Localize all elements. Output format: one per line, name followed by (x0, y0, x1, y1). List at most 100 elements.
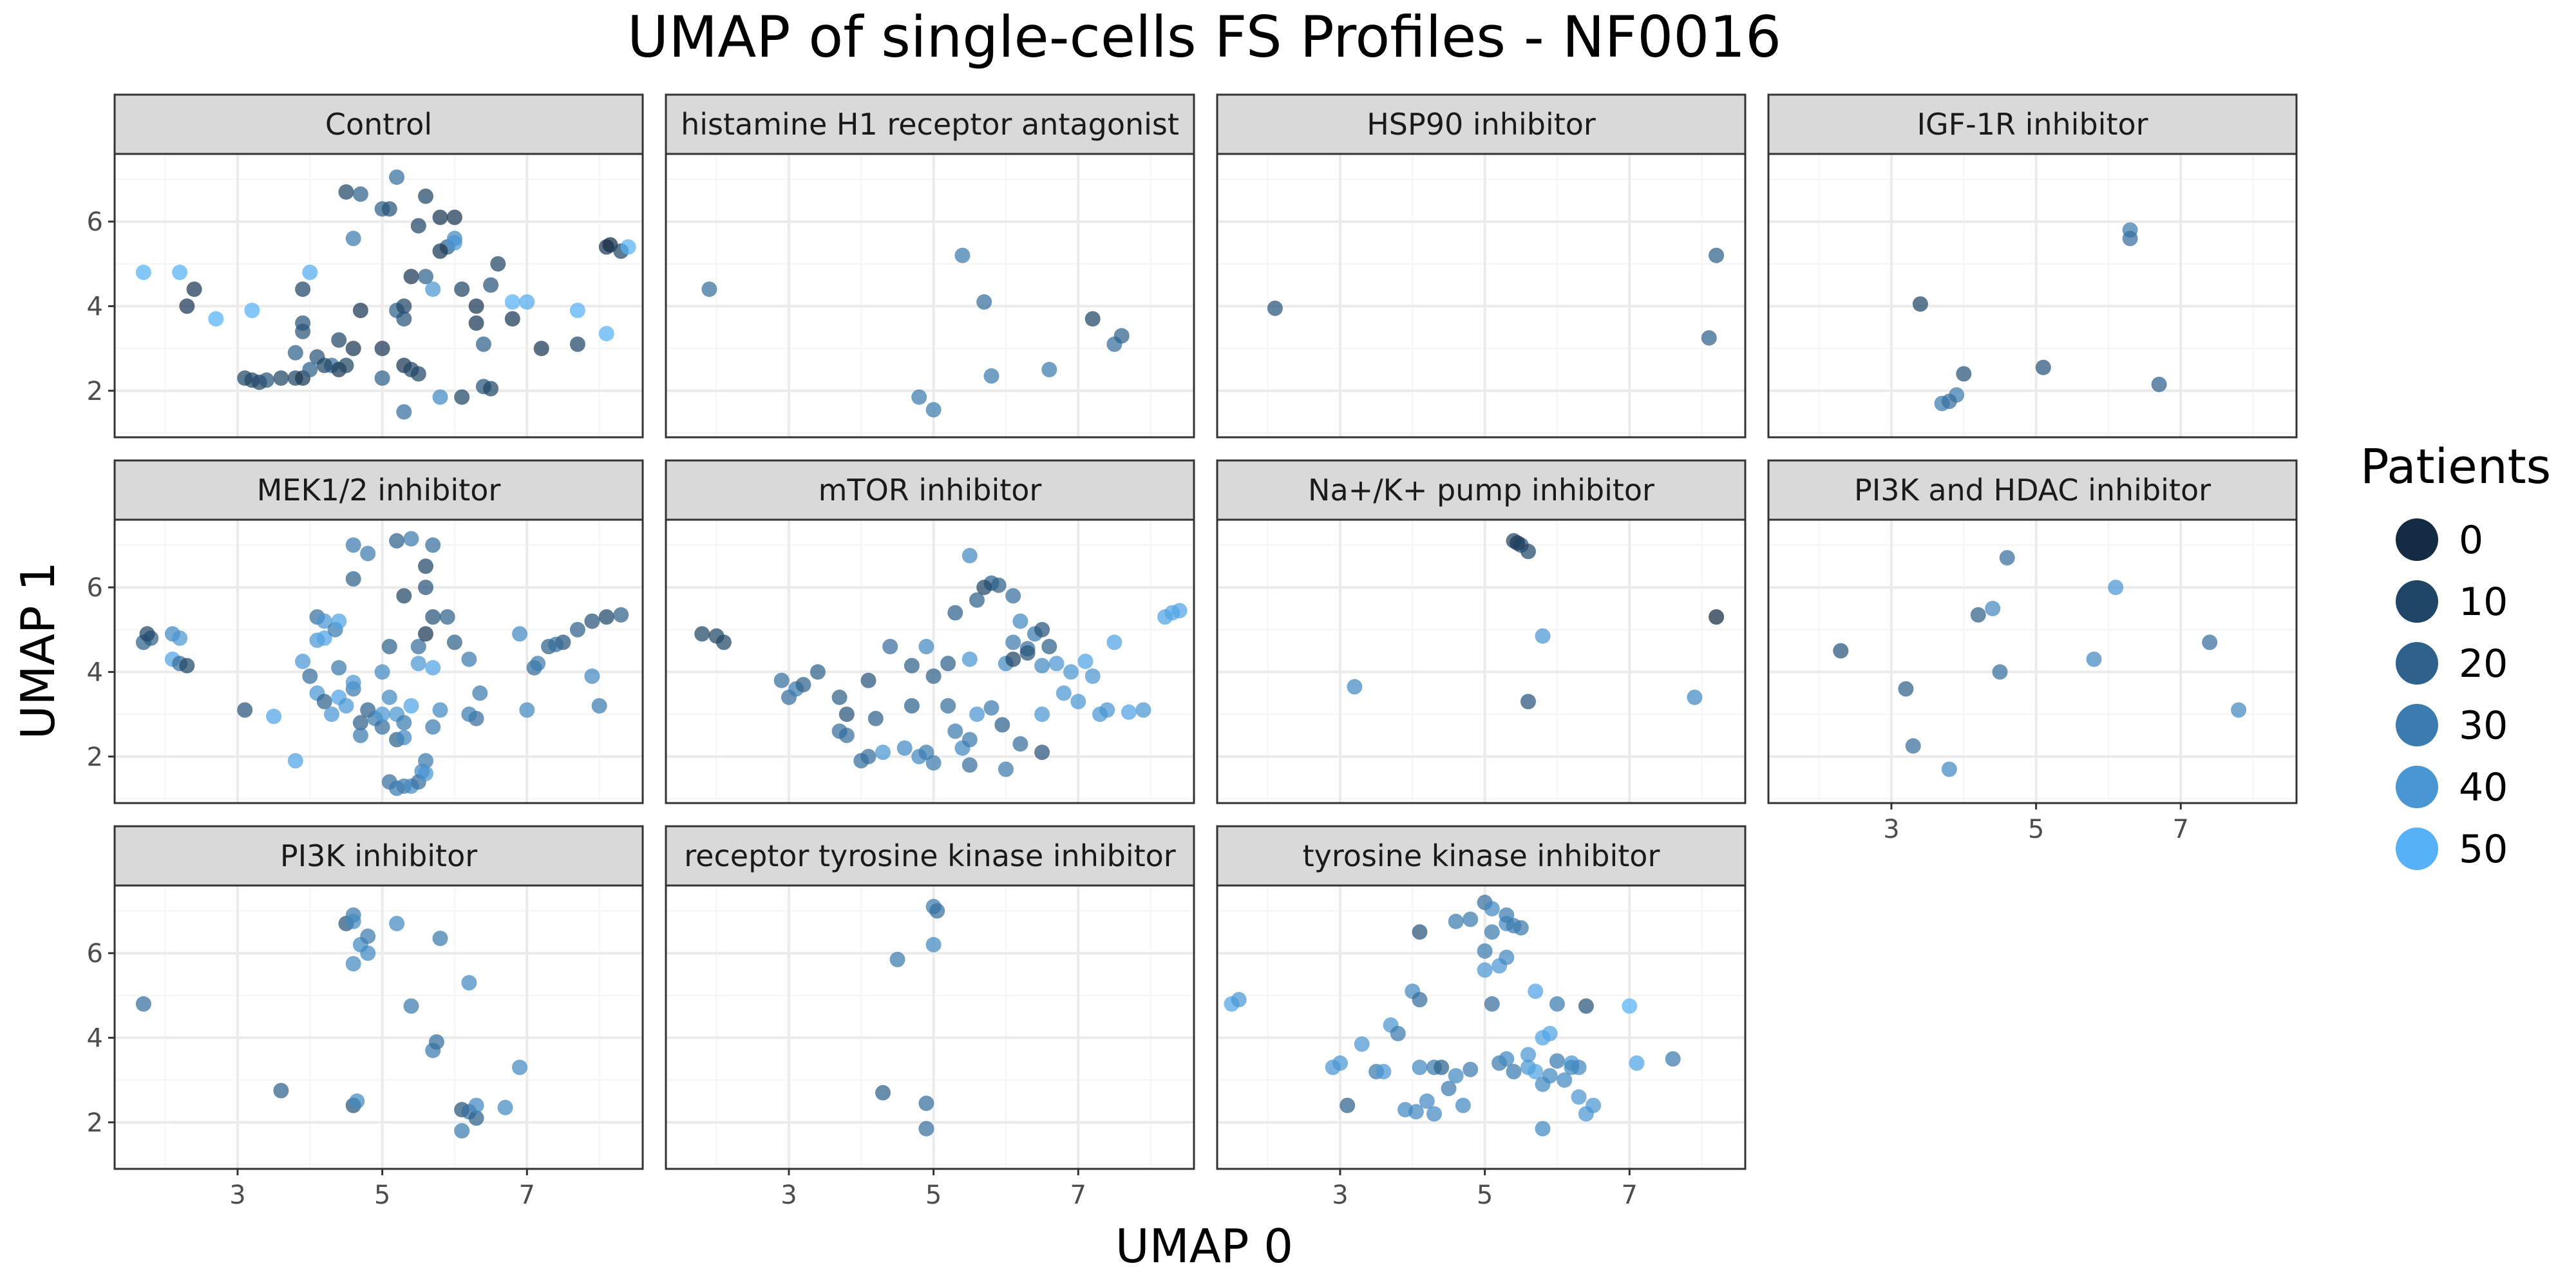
data-point (530, 656, 546, 672)
data-point (345, 571, 361, 587)
data-point (1267, 300, 1283, 316)
facet-strip (665, 459, 1195, 521)
panel-background (1768, 520, 2297, 803)
data-point (352, 303, 368, 318)
data-point (1041, 639, 1057, 654)
facet-strip (1767, 459, 2298, 521)
data-point (701, 281, 717, 298)
data-point (179, 298, 195, 314)
data-point (1135, 702, 1151, 718)
x-tick-label: 3 (1332, 1180, 1348, 1210)
legend-label: 50 (2459, 827, 2508, 872)
data-point (1448, 913, 1464, 929)
legend-label: 10 (2459, 580, 2508, 625)
data-point (1477, 962, 1493, 978)
data-point (1077, 654, 1094, 669)
data-point (1005, 588, 1021, 604)
data-point (1376, 1064, 1392, 1079)
data-point (1992, 664, 2008, 680)
data-point (1434, 1059, 1450, 1075)
data-point (1034, 744, 1050, 761)
data-point (940, 656, 956, 672)
panel-background (115, 886, 643, 1169)
panel-border (1767, 153, 2298, 439)
data-point (1528, 1064, 1544, 1079)
panel-border (113, 518, 644, 804)
facet-panel: PI3K and HDAC inhibitor 3 5 7 (1767, 459, 2298, 844)
data-point (1484, 924, 1500, 940)
data-point (1048, 656, 1065, 672)
data-point (1833, 643, 1849, 659)
data-point (1970, 607, 1986, 623)
data-point (396, 311, 412, 327)
facet-label: PI3K and HDAC inhibitor (1854, 473, 2211, 507)
facet-panel: tyrosine kinase inhibitor 3 5 7 (1216, 825, 1747, 1210)
data-point (1448, 1068, 1464, 1084)
data-point (1070, 694, 1086, 710)
data-point (316, 613, 332, 629)
data-point (374, 370, 390, 386)
data-point (295, 654, 311, 669)
legend-label: 40 (2459, 765, 2508, 810)
data-point (1340, 1097, 1356, 1113)
data-point (1034, 706, 1050, 723)
data-point (461, 706, 477, 723)
x-tick-label: 7 (2173, 815, 2189, 844)
panel-border (1216, 884, 1747, 1170)
panel-background (1217, 154, 1745, 437)
data-point (258, 372, 274, 388)
data-point (1041, 361, 1057, 377)
data-point (410, 218, 426, 234)
data-point (976, 580, 992, 596)
y-tick-label: 4 (87, 292, 103, 321)
panel-background (1768, 154, 2297, 437)
data-point (512, 626, 527, 642)
data-point (425, 281, 441, 298)
data-point (381, 689, 397, 705)
data-point (1571, 1089, 1587, 1105)
data-point (1528, 983, 1544, 999)
data-point (1484, 901, 1500, 917)
facet-label: IGF-1R inhibitor (1917, 107, 2148, 142)
data-point (1578, 998, 1594, 1014)
data-point (461, 651, 477, 667)
data-point (1005, 651, 1021, 667)
data-point (1463, 911, 1479, 927)
data-point (139, 626, 155, 642)
data-point (396, 588, 412, 604)
data-point (810, 664, 826, 680)
data-point (1622, 998, 1638, 1014)
data-point (1484, 996, 1500, 1012)
data-point (961, 757, 978, 773)
panel-border (1767, 518, 2298, 804)
data-point (1171, 603, 1188, 619)
data-point (425, 719, 441, 735)
y-tick-label: 6 (87, 573, 103, 603)
data-point (410, 366, 426, 382)
data-point (896, 740, 913, 756)
panel-border (665, 518, 1195, 804)
data-point (584, 613, 600, 629)
data-point (374, 341, 390, 357)
facet-panel: HSP90 inhibitor (1216, 93, 1747, 439)
data-point (694, 626, 710, 642)
data-point (994, 717, 1010, 733)
panel-background (1217, 520, 1745, 803)
facet-label: receptor tyrosine kinase inhibitor (684, 838, 1176, 873)
data-point (1510, 535, 1526, 551)
data-point (396, 404, 412, 420)
data-point (432, 209, 448, 225)
data-point (446, 209, 462, 225)
x-tick-label: 5 (925, 1180, 942, 1210)
data-point (838, 727, 855, 743)
panel-border (113, 153, 644, 439)
data-point (961, 651, 978, 667)
data-point (1412, 924, 1428, 940)
data-point (904, 698, 920, 714)
data-point (1012, 736, 1028, 752)
data-point (925, 668, 942, 684)
data-point (795, 677, 811, 693)
data-point (287, 345, 303, 361)
data-point (1012, 613, 1028, 629)
data-point (1687, 689, 1703, 705)
